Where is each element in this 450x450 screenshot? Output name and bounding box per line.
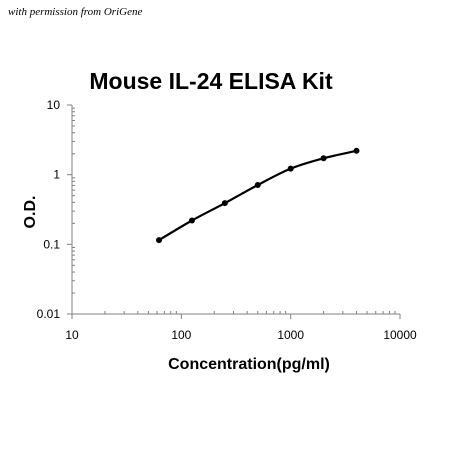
data-point: [221, 200, 228, 207]
y-tick-label: 10: [47, 98, 61, 112]
x-tick-label: 100: [171, 328, 191, 342]
y-tick-label: 0.01: [37, 307, 61, 321]
data-point: [287, 165, 294, 172]
data-point: [156, 237, 163, 244]
chart-title: Mouse IL-24 ELISA Kit: [89, 68, 333, 94]
x-tick-label: 10: [65, 328, 79, 342]
data-point: [188, 217, 195, 224]
x-axis-label: Concentration(pg/ml): [168, 356, 330, 373]
standard-curve-line: [158, 149, 357, 242]
credit-watermark: with permission from OriGene: [8, 6, 143, 18]
x-tick-label: 10000: [383, 328, 417, 342]
x-tick-label: 1000: [277, 328, 304, 342]
data-point: [320, 155, 327, 162]
y-axis-label: O.D.: [22, 196, 39, 229]
y-tick-label: 0.1: [43, 237, 60, 251]
y-tick-label: 1: [53, 168, 60, 182]
data-point: [254, 182, 261, 189]
plot-area: 10 1 0.1 0.01 10 100 1000 10000: [37, 98, 417, 342]
data-point: [353, 147, 360, 154]
